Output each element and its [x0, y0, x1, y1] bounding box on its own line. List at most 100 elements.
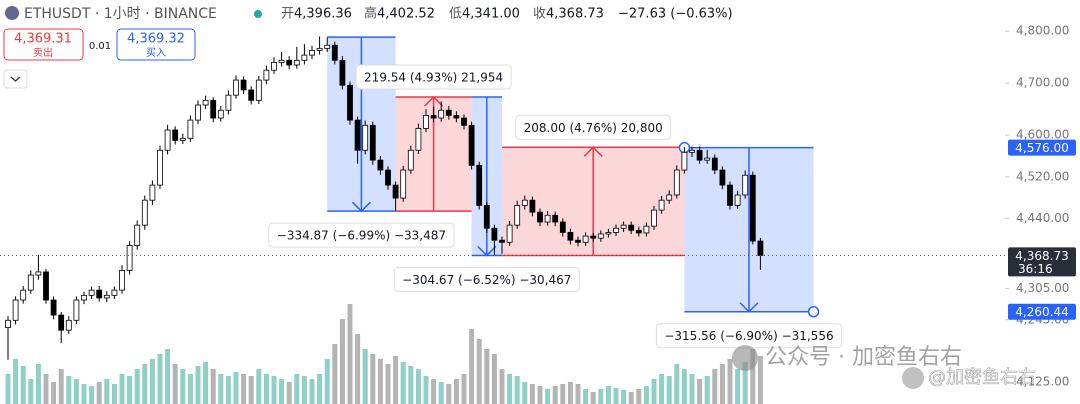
volume-bar [256, 369, 262, 404]
candle-body [605, 232, 612, 235]
candle-body [96, 289, 103, 299]
volume-bar [203, 362, 209, 404]
candle-body [362, 124, 369, 151]
candle-body [210, 99, 217, 119]
volume-bar [628, 392, 634, 404]
candle-body [757, 240, 764, 256]
candle-body [111, 289, 118, 296]
candle-body [582, 235, 589, 243]
volume-bar [66, 376, 72, 404]
candle-body [651, 209, 657, 227]
candle-body [369, 124, 376, 161]
volume-bar [218, 374, 224, 404]
volume-bar [681, 369, 687, 404]
volume-bar [347, 304, 353, 404]
last-price-label: 4,368.73 [1015, 249, 1068, 263]
candle-body [255, 79, 262, 101]
measure-handle [807, 305, 820, 318]
wechat-icon-small [902, 367, 924, 389]
volume-bar [583, 389, 589, 404]
volume-bar [89, 386, 95, 404]
volume-bar [172, 364, 178, 404]
volume-bar [149, 359, 155, 404]
volume-bar [400, 362, 406, 404]
buy-price: 4,369.32 [127, 32, 185, 47]
candle-body [468, 124, 475, 166]
watermark-handle: @加密鱼右右 [928, 367, 1036, 388]
wechat-icon [732, 345, 758, 371]
watermark: 公众号 · 加密鱼右右 @加密鱼右右 [732, 345, 1036, 389]
volume-bar [423, 376, 429, 404]
candle-body [339, 59, 346, 86]
candle-body [179, 137, 186, 141]
price-label: 4,576.00 [1015, 141, 1068, 155]
volume-bar [697, 379, 703, 404]
candle-body [559, 221, 566, 233]
buy-label: 买入 [146, 47, 166, 59]
candle-body [681, 151, 688, 171]
volume-bar [545, 389, 551, 404]
candle-body [58, 314, 65, 331]
candle-body [149, 184, 156, 201]
candle-body [445, 109, 452, 116]
sell-label: 卖出 [33, 46, 53, 59]
volume-bar [43, 374, 49, 404]
collapse-button[interactable] [3, 69, 28, 89]
candle-body [704, 157, 711, 161]
candle-body [385, 169, 391, 186]
measure-arrowhead [477, 245, 497, 257]
volume-bar [575, 384, 581, 404]
candle-body [88, 289, 95, 296]
candle-body [301, 54, 308, 61]
volume-bar [134, 369, 140, 404]
volume-bar [499, 369, 505, 404]
volume-bar [180, 369, 186, 404]
price-label-box [1008, 303, 1076, 320]
y-tick-label: 4,125.00 [1016, 375, 1069, 389]
volume-bar [529, 384, 535, 404]
measure-label: −304.67 (−6.52%) −30,467 [402, 273, 571, 287]
buy-button[interactable] [116, 28, 196, 61]
measure-label-box [393, 266, 580, 292]
candle-body [35, 271, 42, 276]
sell-button[interactable] [3, 28, 84, 61]
candle-body [195, 104, 201, 121]
candle-body [286, 59, 293, 66]
candle-body [400, 169, 407, 199]
volume-bar [225, 376, 231, 404]
volume-bar [431, 379, 437, 404]
candle-body [727, 184, 733, 206]
candle-body [103, 294, 110, 299]
candle-body [225, 94, 232, 111]
candle-body [354, 119, 361, 151]
last-price-box [1008, 247, 1076, 277]
volume-bar [385, 364, 391, 404]
volume-bar [636, 389, 642, 404]
candle-body [544, 214, 551, 223]
volume-bar [659, 374, 665, 404]
volume-bar [58, 369, 64, 404]
volume-bar [51, 382, 57, 404]
volume-bar [119, 374, 125, 404]
volume-bar [674, 364, 680, 404]
volume-bar [415, 369, 421, 404]
volume-bar [461, 374, 467, 404]
candle-body [202, 99, 209, 106]
order-size[interactable]: 0.01 [89, 41, 111, 52]
candle-body [521, 199, 528, 206]
volume-bar [271, 376, 277, 404]
candle-body [263, 69, 270, 81]
volume-bar [301, 376, 307, 404]
candle-body [711, 157, 718, 171]
volume-bar [111, 384, 117, 404]
candle-body [742, 174, 749, 196]
price-label-box [1008, 139, 1076, 156]
volume-bar [605, 386, 611, 404]
volume-bar [157, 354, 163, 404]
measure-arrowhead [583, 146, 603, 157]
candle-body [506, 224, 513, 243]
collapse-icon [10, 76, 21, 82]
volume-bar [507, 374, 513, 404]
volume-bar [567, 382, 573, 404]
